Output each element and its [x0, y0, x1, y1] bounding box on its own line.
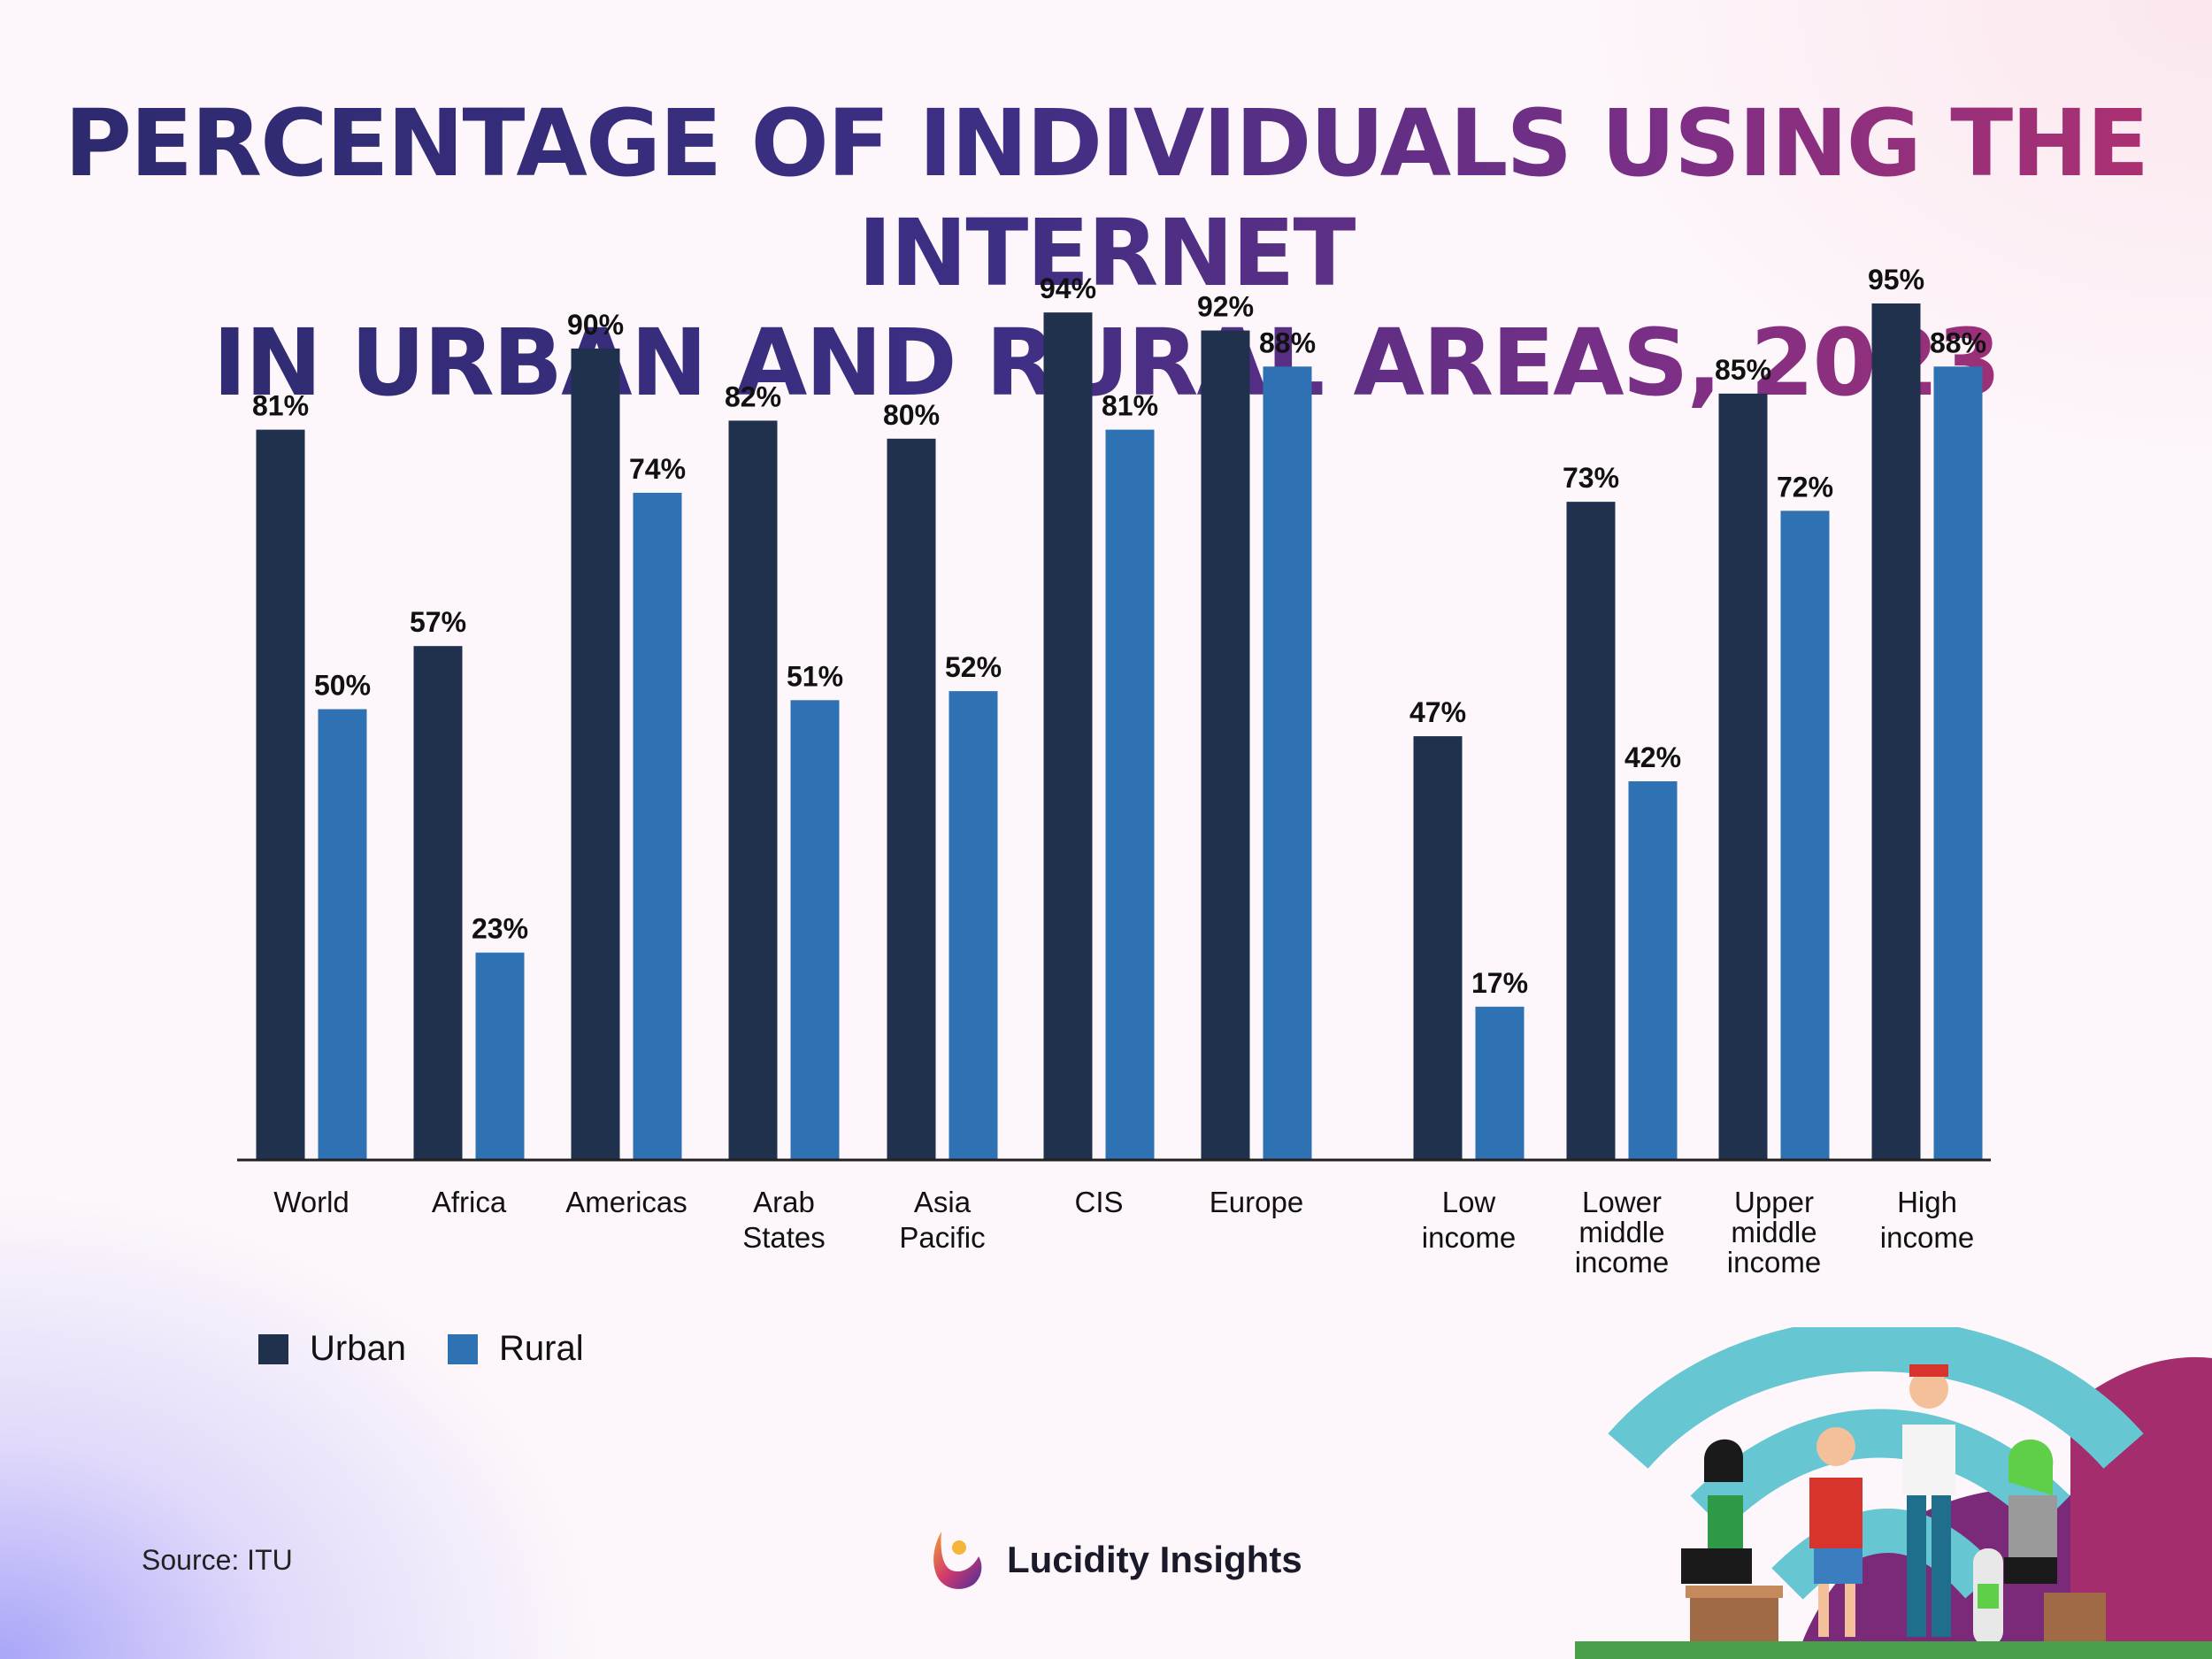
category-label-line: Asia	[914, 1186, 972, 1218]
data-label-urban-6: 92%	[1197, 291, 1254, 323]
brand-name: Lucidity Insights	[1007, 1539, 1302, 1580]
data-label-urban-3: 82%	[725, 380, 781, 412]
category-label-5: CIS	[1074, 1186, 1123, 1218]
category-label-line: Upper	[1734, 1186, 1814, 1218]
data-label-rural-7: 17%	[1471, 967, 1528, 999]
data-label-urban-8: 73%	[1563, 462, 1619, 494]
bar-urban-9	[1718, 393, 1768, 1161]
bar-rural-0	[318, 709, 367, 1160]
bar-rural-7	[1475, 1006, 1525, 1160]
legend-rural-swatch	[448, 1333, 478, 1364]
bar-urban-2	[571, 348, 620, 1160]
data-label-urban-5: 94%	[1040, 273, 1096, 304]
category-label-line: middle	[1731, 1216, 1816, 1248]
bar-urban-4	[887, 438, 936, 1160]
data-label-urban-1: 57%	[410, 606, 466, 638]
bar-rural-10	[1933, 366, 1983, 1160]
bar-rural-6	[1263, 366, 1312, 1160]
data-label-rural-6: 88%	[1259, 326, 1316, 358]
data-label-rural-2: 74%	[629, 453, 686, 485]
bar-urban-6	[1201, 330, 1250, 1160]
source-note: Source: ITU	[142, 1544, 293, 1576]
category-label-3: Arab States	[742, 1186, 826, 1254]
category-label-line: Low	[1442, 1186, 1496, 1218]
category-label-line: Pacific	[899, 1221, 985, 1254]
data-label-rural-1: 23%	[472, 913, 528, 945]
category-label-line: income	[1575, 1246, 1669, 1279]
data-label-urban-2: 90%	[567, 309, 624, 341]
category-label-line: Lower	[1582, 1186, 1662, 1218]
category-label-0: World	[273, 1186, 349, 1218]
category-label-2: Americas	[565, 1186, 687, 1218]
category-label-9: Upper middle income	[1727, 1186, 1821, 1279]
category-label-line: Arab	[753, 1186, 815, 1218]
category-label-line: CIS	[1074, 1186, 1123, 1218]
bar-rural-8	[1628, 781, 1678, 1160]
data-label-rural-3: 51%	[787, 660, 843, 692]
bar-rural-1	[475, 952, 525, 1160]
legend-rural: Rural	[448, 1329, 584, 1369]
bar-urban-7	[1413, 736, 1463, 1160]
data-label-rural-4: 52%	[945, 651, 1002, 683]
data-label-rural-10: 88%	[1930, 326, 1986, 358]
data-label-urban-9: 85%	[1715, 354, 1771, 386]
bar-urban-1	[413, 646, 463, 1160]
bar-urban-8	[1566, 502, 1616, 1160]
category-label-line: middle	[1578, 1216, 1664, 1248]
legend-urban-swatch	[258, 1333, 288, 1364]
category-label-line: States	[742, 1221, 826, 1254]
bar-rural-9	[1780, 511, 1830, 1160]
category-label-6: Europe	[1210, 1186, 1303, 1218]
bar-urban-3	[728, 420, 778, 1160]
lucidity-logo-icon	[933, 1532, 982, 1589]
category-label-4: Asia Pacific	[899, 1186, 985, 1254]
legend-urban: Urban	[258, 1329, 406, 1369]
data-label-urban-10: 95%	[1868, 264, 1924, 296]
bar-rural-5	[1105, 429, 1155, 1160]
data-label-rural-5: 81%	[1102, 390, 1158, 422]
category-label-line: income	[1880, 1221, 1974, 1254]
bar-urban-5	[1043, 312, 1093, 1160]
data-label-urban-0: 81%	[252, 390, 309, 422]
people-wifi-illustration	[1575, 1327, 2212, 1659]
category-label-line: World	[273, 1186, 349, 1218]
data-label-urban-4: 80%	[883, 399, 940, 431]
legend-urban-label: Urban	[310, 1329, 406, 1368]
data-label-rural-8: 42%	[1624, 741, 1681, 773]
bar-urban-10	[1871, 303, 1921, 1160]
category-label-line: Americas	[565, 1186, 687, 1218]
category-label-7: Low income	[1422, 1186, 1516, 1254]
bar-chart: 81% 50% World 57% 23% Africa 90% 74% Americas 82%…	[237, 264, 1991, 1279]
category-label-line: Africa	[432, 1186, 507, 1218]
brand: Lucidity Insights	[929, 1526, 1302, 1594]
bar-rural-2	[633, 492, 682, 1160]
data-label-urban-7: 47%	[1409, 696, 1466, 728]
category-label-line: High	[1897, 1186, 1957, 1218]
data-label-rural-0: 50%	[314, 670, 371, 702]
bar-rural-3	[790, 700, 840, 1160]
category-label-8: Lower middle income	[1575, 1186, 1669, 1279]
category-label-line: income	[1727, 1246, 1821, 1279]
data-label-rural-9: 72%	[1777, 471, 1833, 503]
category-label-10: High income	[1880, 1186, 1974, 1254]
bar-urban-0	[256, 429, 305, 1160]
category-label-line: income	[1422, 1221, 1516, 1254]
category-label-line: Europe	[1210, 1186, 1303, 1218]
bar-rural-4	[949, 691, 998, 1160]
category-label-1: Africa	[432, 1186, 507, 1218]
legend-rural-label: Rural	[499, 1329, 584, 1368]
